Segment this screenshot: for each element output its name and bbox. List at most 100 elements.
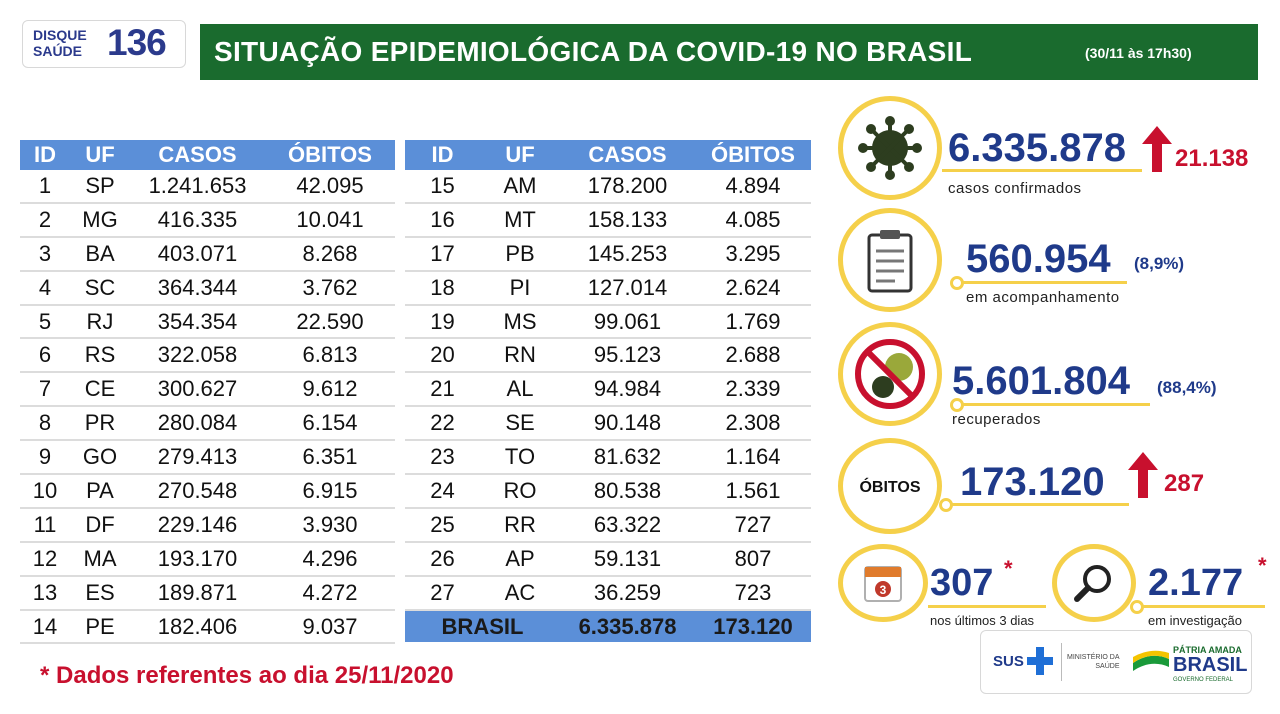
cell-id: 21 xyxy=(405,372,480,408)
page-title: SITUAÇÃO EPIDEMIOLÓGICA DA COVID-19 NO B… xyxy=(214,36,973,67)
deaths-underline xyxy=(944,503,1129,506)
cell-obitos: 4.272 xyxy=(265,575,395,611)
col-casos: CASOS xyxy=(560,140,695,170)
cell-uf: MA xyxy=(70,541,130,577)
cell-casos: 280.084 xyxy=(130,406,265,442)
cell-obitos: 3.762 xyxy=(265,270,395,306)
col-casos: CASOS xyxy=(130,140,265,170)
cell-id: 10 xyxy=(20,474,70,509)
update-date: (30/11 às 17h30) xyxy=(1085,45,1192,61)
cell-casos: 80.538 xyxy=(560,474,695,509)
logo-line2: SAÚDE xyxy=(33,43,83,59)
cell-casos: 193.170 xyxy=(130,541,265,577)
cell-obitos: 807 xyxy=(695,541,811,577)
virus-icon xyxy=(858,116,922,180)
cell-id: 25 xyxy=(405,507,480,543)
government-logos: SUS MINISTÉRIO DA SAÚDE PÁTRIA AMADA BRA… xyxy=(980,630,1252,694)
table-row: 1 SP 1.241.653 42.095 xyxy=(20,170,395,204)
calendar-day: 3 xyxy=(880,583,887,597)
cell-casos: 322.058 xyxy=(130,338,265,374)
table-row: 2 MG 416.335 10.041 xyxy=(20,202,395,238)
table-row: 7 CE 300.627 9.612 xyxy=(20,372,395,408)
cell-uf: DF xyxy=(70,507,130,543)
table-row: 25 RR 63.322 727 xyxy=(405,507,811,543)
arrow-up-icon xyxy=(1142,126,1172,172)
cell-id: 18 xyxy=(405,270,480,306)
investigation-dot xyxy=(1130,600,1144,614)
cell-id: 26 xyxy=(405,541,480,577)
ministry-logo: MINISTÉRIO DA SAÚDE xyxy=(1067,653,1120,671)
cell-uf: MG xyxy=(70,202,130,238)
cell-id: 22 xyxy=(405,406,480,442)
cell-id: 23 xyxy=(405,440,480,476)
states-table-left: ID UF CASOS ÓBITOS 1 SP 1.241.653 42.095 2 MG… xyxy=(20,140,395,645)
cell-casos: 300.627 xyxy=(130,372,265,408)
cell-uf: TO xyxy=(480,440,560,476)
cell-id: 2 xyxy=(20,202,70,238)
cell-obitos: 727 xyxy=(695,507,811,543)
cell-casos: 364.344 xyxy=(130,270,265,306)
table-row: 10 PA 270.548 6.915 xyxy=(20,474,395,509)
table-row: 21 AL 94.984 2.339 xyxy=(405,372,811,408)
cell-id: 7 xyxy=(20,372,70,408)
cell-uf: GO xyxy=(70,440,130,476)
table-row: 5 RJ 354.354 22.590 xyxy=(20,304,395,340)
table-row: 27 AC 36.259 723 xyxy=(405,575,811,611)
recovered-value: 5.601.804 xyxy=(952,359,1130,403)
deaths-badge-circle: ÓBITOS xyxy=(838,438,942,534)
cell-casos: 36.259 xyxy=(560,575,695,611)
table-row: 24 RO 80.538 1.561 xyxy=(405,474,811,509)
cell-casos: 189.871 xyxy=(130,575,265,611)
ministry-line2: SAÚDE xyxy=(1095,663,1120,670)
cell-obitos: 2.624 xyxy=(695,270,811,306)
total-row: BRASIL 6.335.878 173.120 xyxy=(405,609,811,643)
table-row: 6 RS 322.058 6.813 xyxy=(20,338,395,374)
col-uf: UF xyxy=(70,140,130,170)
cell-id: 8 xyxy=(20,406,70,442)
confirmed-increase: 21.138 xyxy=(1175,145,1249,172)
cell-id: 6 xyxy=(20,338,70,374)
monitoring-value: 560.954 xyxy=(966,237,1111,281)
deaths-increase: 287 xyxy=(1164,470,1205,497)
investigation-value: 2.177 xyxy=(1148,562,1244,604)
cell-id: 19 xyxy=(405,304,480,340)
no-virus-icon-circle xyxy=(838,322,942,426)
cell-uf: PB xyxy=(480,236,560,272)
cell-uf: RN xyxy=(480,338,560,374)
cell-id: 11 xyxy=(20,507,70,543)
cell-casos: 354.354 xyxy=(130,304,265,340)
calendar-icon-circle: 3 xyxy=(838,544,928,622)
virus-icon-circle xyxy=(838,96,942,200)
last3days-underline xyxy=(928,605,1046,608)
table-header-row: ID UF CASOS ÓBITOS xyxy=(405,140,811,170)
sus-logo: SUS xyxy=(993,653,1024,670)
logo-number: 136 xyxy=(107,22,167,63)
cell-uf: AC xyxy=(480,575,560,611)
recovered-percent: (88,4%) xyxy=(1157,378,1217,397)
table-row: 23 TO 81.632 1.164 xyxy=(405,440,811,476)
magnifier-icon-circle xyxy=(1052,544,1136,622)
cell-uf: BA xyxy=(70,236,130,272)
cell-casos: 229.146 xyxy=(130,507,265,543)
cell-id: 9 xyxy=(20,440,70,476)
total-obitos: 173.120 xyxy=(695,609,811,643)
cell-id: 14 xyxy=(20,609,70,645)
flag-icon xyxy=(1133,650,1169,671)
cell-uf: RJ xyxy=(70,304,130,340)
confirmed-label: casos confirmados xyxy=(948,180,1082,197)
ministry-line1: MINISTÉRIO DA xyxy=(1067,654,1120,661)
states-table-right: ID UF CASOS ÓBITOS 15 AM 178.200 4.894 16 MT 1… xyxy=(405,140,811,643)
cell-obitos: 9.037 xyxy=(265,609,395,645)
gov-federal-text: GOVERNO FEDERAL xyxy=(1173,677,1234,683)
cell-casos: 94.984 xyxy=(560,372,695,408)
cell-uf: RS xyxy=(70,338,130,374)
cell-id: 27 xyxy=(405,575,480,611)
arrow-up-icon xyxy=(1128,452,1158,498)
cell-id: 15 xyxy=(405,170,480,204)
cell-obitos: 4.894 xyxy=(695,170,811,204)
brasil-text: BRASIL xyxy=(1173,654,1248,676)
deaths-value: 173.120 xyxy=(960,460,1105,504)
cell-obitos: 9.612 xyxy=(265,372,395,408)
table-row: 20 RN 95.123 2.688 xyxy=(405,338,811,374)
monitoring-dot xyxy=(950,276,964,290)
